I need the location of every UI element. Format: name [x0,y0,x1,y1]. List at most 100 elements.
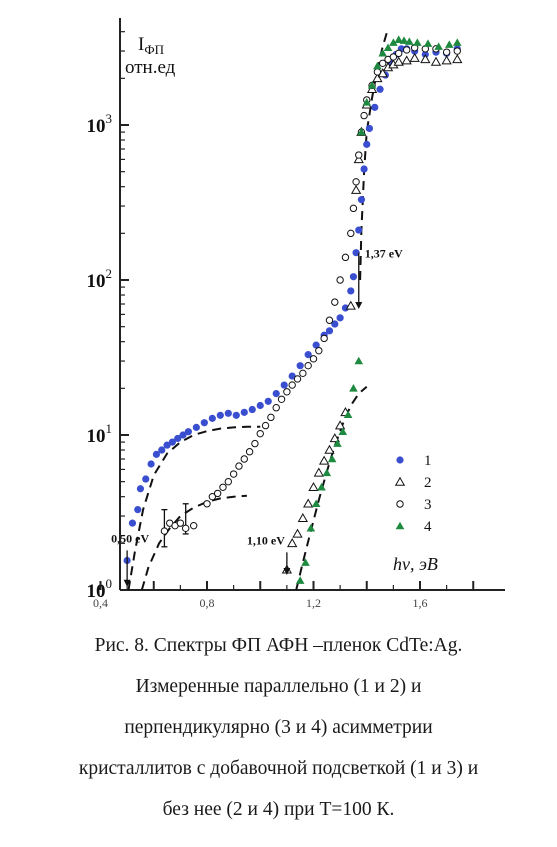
data-point-series-1 [240,408,248,416]
legend-marker-2 [394,476,406,486]
data-point-series-1 [312,341,320,349]
data-point-series-1 [304,351,312,359]
data-point-series-3 [299,369,307,378]
data-point-series-2 [345,300,356,310]
data-point-series-1 [365,124,374,133]
data-point-series-4 [327,454,337,463]
data-point-series-2 [350,184,362,194]
data-point-series-1 [296,362,304,370]
data-point-series-3 [208,492,217,501]
data-point-series-3 [288,381,296,389]
data-point-series-1 [264,397,272,405]
data-point-series-4 [322,468,332,477]
caption-line-2: Измеренные параллельно (1 и 2) и [135,676,422,697]
data-point-series-4 [399,36,409,44]
data-point-series-3 [213,489,222,498]
data-point-series-4 [378,49,388,57]
data-point-series-1 [163,441,171,449]
data-point-series-3 [453,47,461,55]
data-point-series-3 [235,462,243,470]
data-point-series-3 [277,395,286,403]
data-point-series-3 [203,500,211,508]
data-point-series-2 [334,420,346,430]
data-point-series-3 [360,111,368,120]
y-tick-label: 102 [87,266,113,292]
data-point-series-1 [357,196,366,204]
data-point-series-3 [267,413,275,422]
data-point-series-1 [341,304,350,312]
data-point-series-4 [338,427,348,435]
data-point-series-1 [352,249,360,257]
data-point-series-1 [347,287,355,295]
x-tick-label: 1,2 [306,596,321,610]
data-point-series-4 [423,39,433,47]
x-tick-label: 1,6 [413,596,428,610]
data-point-series-3 [272,404,280,412]
figure-caption: Рис. 8. Спектры ФП АФН –пленок CdTe:Ag. … [0,625,557,830]
y-axis-label: IФП [138,34,164,57]
data-point-series-4 [373,61,382,70]
annotation-arrowhead [355,301,363,309]
fit-curve [359,28,390,281]
data-point-series-2 [353,154,364,164]
data-point-series-1 [142,475,150,483]
data-point-series-2 [329,433,340,443]
data-point-series-1 [147,460,155,468]
data-point-series-3 [402,46,411,54]
data-point-series-2 [313,467,324,477]
data-point-series-4 [444,40,454,48]
data-point-series-2 [452,54,463,64]
data-point-series-2 [393,56,404,66]
data-point-series-4 [306,524,316,532]
data-point-series-1 [325,327,334,335]
data-point-series-3 [320,334,328,343]
data-point-series-3 [315,346,323,355]
data-point-series-3 [256,429,264,438]
data-point-series-1 [331,320,339,328]
data-point-series-4 [301,558,310,566]
legend-marker-3 [396,500,404,508]
data-point-series-4 [434,42,443,50]
legend-label: 4 [424,519,432,535]
data-point-series-1 [280,381,288,389]
data-point-series-3 [347,229,355,238]
data-point-series-4 [357,127,366,136]
data-point-series-4 [343,410,353,419]
data-point-series-1 [224,409,232,417]
data-point-series-3 [304,361,312,370]
data-point-series-1 [371,103,379,111]
data-point-series-2 [292,528,303,538]
x-tick-label: 0,4 [93,596,108,610]
annotation-label: 1,37 eV [365,247,403,261]
data-point-series-4 [295,576,305,584]
data-point-series-3 [325,316,334,324]
data-point-series-4 [394,35,403,43]
data-point-series-2 [287,538,298,548]
data-point-series-1 [152,450,161,458]
data-point-series-4 [452,38,462,46]
annotation-arrowhead [283,567,291,575]
data-point-series-3 [373,68,382,76]
data-point-series-1 [179,431,187,439]
data-point-series-3 [309,355,318,363]
x-axis-label: hν, эВ [393,554,438,574]
data-point-series-4 [383,43,393,51]
data-point-series-1 [184,428,192,436]
y-tick-label: 103 [87,111,113,137]
data-point-series-1 [128,519,137,527]
fit-curve [295,385,368,591]
data-point-series-1 [158,446,166,454]
legend-label: 3 [424,497,432,513]
caption-line-1: Рис. 8. Спектры ФП АФН –пленок CdTe:Ag. [94,635,463,656]
y-tick-label: 101 [87,421,113,447]
data-point-series-3 [341,253,350,262]
data-point-series-3 [160,527,169,535]
data-point-series-3 [176,519,185,527]
data-point-series-3 [182,524,190,533]
annotation-label: 0,50 eV [111,531,149,545]
data-point-series-3 [224,477,233,486]
data-point-series-4 [389,38,398,46]
data-point-series-3 [349,204,358,213]
data-point-series-4 [362,98,372,106]
